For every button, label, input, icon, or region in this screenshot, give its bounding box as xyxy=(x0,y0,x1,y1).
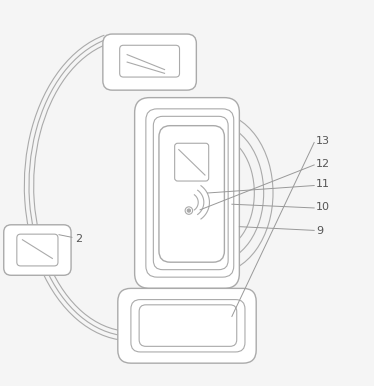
FancyBboxPatch shape xyxy=(175,143,209,181)
Text: 11: 11 xyxy=(316,179,330,190)
Text: 9: 9 xyxy=(316,226,323,236)
FancyBboxPatch shape xyxy=(17,234,58,266)
FancyBboxPatch shape xyxy=(4,225,71,275)
Text: 2: 2 xyxy=(75,234,82,244)
Circle shape xyxy=(187,209,190,212)
FancyBboxPatch shape xyxy=(103,34,196,90)
FancyBboxPatch shape xyxy=(120,45,180,77)
FancyBboxPatch shape xyxy=(118,288,256,363)
FancyBboxPatch shape xyxy=(135,98,239,288)
Text: 12: 12 xyxy=(316,159,330,169)
FancyBboxPatch shape xyxy=(159,126,224,262)
Text: 10: 10 xyxy=(316,202,330,212)
Text: 13: 13 xyxy=(316,136,330,146)
